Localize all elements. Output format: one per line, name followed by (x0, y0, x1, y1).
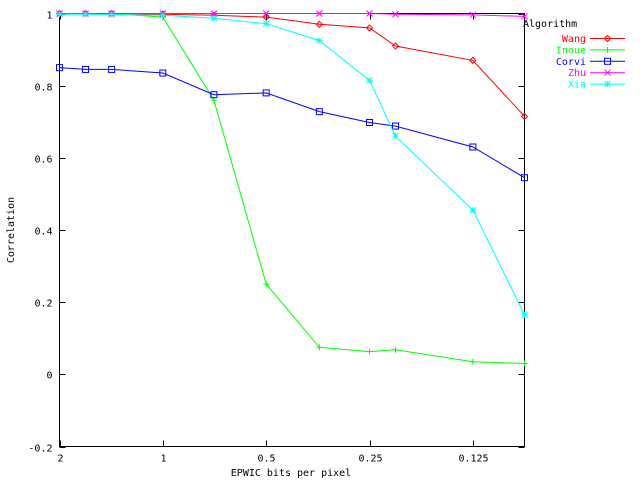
series-inoue (56, 10, 528, 367)
data-point (391, 42, 400, 50)
data-point (315, 108, 323, 116)
data-point (469, 206, 477, 214)
data-point (604, 57, 611, 65)
series-line (59, 67, 525, 179)
data-point (210, 14, 218, 22)
series-corvi (56, 64, 528, 182)
data-point (315, 10, 323, 17)
legend-label-xia: Xia (568, 80, 586, 91)
y-tick-label: 0 (46, 371, 52, 382)
x-tick-label: 0.25 (358, 454, 382, 465)
series-line (59, 13, 525, 316)
series-wang (55, 9, 529, 121)
y-tick-label: -0.2 (28, 444, 52, 455)
y-tick-label: 1 (46, 11, 52, 22)
plot-area-frame (59, 13, 525, 447)
data-point (366, 118, 374, 126)
data-point (262, 20, 270, 27)
data-point (82, 10, 89, 18)
data-point (392, 122, 400, 130)
data-point (56, 10, 63, 18)
data-point (469, 358, 476, 365)
legend-title: Algorithm (523, 19, 577, 30)
data-point (315, 37, 323, 44)
series-xia (56, 10, 528, 319)
legend-label-inoue: Inoue (556, 45, 586, 56)
legend-label-wang: Wang (562, 34, 586, 45)
data-point (366, 348, 373, 355)
data-point (521, 13, 528, 20)
data-point (159, 11, 167, 19)
data-point (603, 34, 612, 43)
series-line (59, 13, 525, 117)
x-axis-label: EPWIC bits per pixel (231, 468, 351, 479)
data-point (521, 174, 528, 182)
y-tick-label: 0.8 (34, 83, 52, 94)
data-point (469, 143, 477, 151)
data-point (159, 69, 167, 77)
legend-label-zhu: Zhu (568, 68, 586, 79)
data-point (262, 89, 270, 97)
data-point (108, 11, 115, 18)
data-point (521, 360, 528, 367)
series-line (59, 13, 525, 364)
x-tick-label: 0.5 (257, 454, 275, 465)
data-point (366, 10, 373, 17)
data-point (520, 112, 529, 121)
x-tick-label: 2 (57, 454, 63, 465)
y-axis-label: Correlation (6, 197, 17, 263)
data-point (315, 20, 324, 29)
data-point (604, 69, 611, 77)
data-point (604, 80, 611, 88)
y-axis-ticks: -0.2 0 0.2 0.4 0.6 0.8 1 (28, 11, 525, 455)
data-point (56, 64, 63, 72)
data-point (392, 132, 399, 140)
data-point (392, 346, 399, 353)
data-point (366, 76, 373, 84)
data-point (262, 10, 270, 17)
data-point (604, 46, 611, 53)
x-axis-ticks: 2 1 0.5 0.25 0.125 (57, 13, 489, 465)
data-point (263, 281, 270, 288)
data-point (392, 10, 399, 18)
data-point (210, 91, 218, 99)
data-point (469, 11, 477, 19)
data-point (108, 65, 116, 73)
data-point (469, 56, 477, 65)
data-point (521, 311, 528, 319)
data-point (365, 24, 374, 32)
y-tick-label: 0.4 (34, 227, 52, 238)
series-layer (55, 9, 529, 367)
x-tick-label: 1 (160, 454, 166, 465)
x-tick-label: 0.125 (458, 454, 488, 465)
data-point (81, 65, 89, 73)
y-tick-label: 0.2 (34, 299, 52, 310)
y-tick-label: 0.6 (34, 155, 52, 166)
legend-label-corvi: Corvi (556, 57, 586, 68)
data-point (316, 344, 323, 351)
